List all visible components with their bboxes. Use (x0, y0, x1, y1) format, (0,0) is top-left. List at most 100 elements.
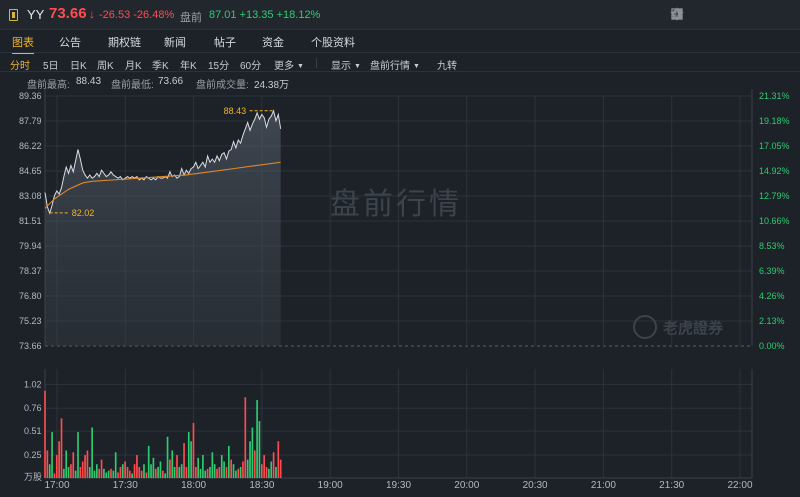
volume-bar (74, 470, 77, 478)
percent-tick-label: 14.92% (759, 166, 790, 176)
volume-bar (275, 466, 277, 478)
tab-options-chain[interactable]: 期权链 (108, 37, 141, 49)
volume-bar (103, 468, 105, 478)
volume-bar (93, 470, 96, 478)
percent-tick-label: 8.53% (759, 241, 785, 251)
period-quarterly-k[interactable]: 季K (152, 61, 169, 72)
price-line (44, 109, 282, 215)
premarket-quote-dropdown[interactable]: 盘前行情 ▼ (370, 61, 420, 72)
volume-bar (206, 468, 209, 478)
volume-bar (277, 441, 280, 478)
price-tick-label: 73.66 (19, 341, 42, 351)
stock-symbol: YY (27, 7, 45, 22)
caret-down-icon: ▼ (297, 63, 304, 70)
price-tick-label: 76.80 (19, 291, 42, 301)
percent-tick-label: 17.05% (759, 141, 790, 151)
more-periods-dropdown[interactable]: 更多 ▼ (274, 61, 304, 72)
period-yearly-k[interactable]: 年K (180, 61, 197, 72)
percent-tick-label: 21.31% (759, 91, 790, 101)
star-icon[interactable] (670, 7, 765, 21)
volume-bar (133, 464, 136, 478)
volume-bar (256, 399, 258, 478)
volume-bar (249, 441, 251, 478)
volume-bar (140, 470, 143, 478)
volume-bar (107, 470, 110, 478)
volume-bar (119, 466, 122, 478)
panel-icon[interactable] (671, 7, 792, 21)
volume-bar (65, 450, 68, 478)
volume-bar (162, 470, 164, 478)
period-weekly-k[interactable]: 周K (97, 61, 114, 72)
percent-tick-label: 6.39% (759, 266, 785, 276)
volume-bar (211, 452, 214, 478)
volume-bar (279, 459, 282, 478)
volume-bar (251, 427, 254, 478)
tab-posts[interactable]: 帖子 (214, 37, 236, 49)
volume-bar (157, 466, 159, 478)
tab-chart[interactable]: 图表 (12, 34, 34, 54)
volume-unit: 万股 (24, 472, 43, 482)
price-chart[interactable]: 89.36 21.31% 87.79 19.18% 86.22 17.05% 84.65 14… (0, 89, 800, 351)
percent-tick-label: 4.26% (759, 291, 785, 301)
tab-company-profile[interactable]: 个股资料 (311, 37, 355, 49)
period-monthly-k[interactable]: 月K (125, 61, 142, 72)
volume-bar (237, 468, 240, 478)
volume-bar (164, 473, 167, 478)
grid-icon[interactable] (671, 7, 738, 21)
volume-bar (178, 466, 181, 478)
volume-bar (44, 390, 46, 478)
price-area-fill (45, 110, 281, 346)
price-tick-label: 84.65 (19, 166, 42, 176)
volume-chart[interactable]: 1.02 0.76 0.51 0.25 17:00 17:30 18:00 18:30 19:0… (0, 367, 800, 491)
volume-bar (187, 432, 190, 478)
volume-bar (67, 466, 70, 478)
period-5d[interactable]: 5日 (43, 61, 59, 72)
percent-tick-label: 0.00% (759, 341, 785, 351)
tab-news[interactable]: 新闻 (164, 37, 186, 49)
time-tick-label: 19:30 (386, 480, 411, 491)
tab-capital[interactable]: 资金 (262, 37, 284, 49)
caret-down-icon: ▼ (413, 63, 420, 70)
volume-bar (51, 432, 53, 478)
volume-bar (96, 464, 98, 478)
price-change: -26.53 -26.48% (99, 9, 175, 21)
time-tick-label: 19:00 (318, 480, 343, 491)
time-tick-label: 22:00 (727, 480, 752, 491)
volume-bar (159, 461, 162, 478)
volume-bar (225, 466, 228, 478)
nine-turn-toggle[interactable]: 九转 (437, 61, 457, 72)
bell-icon[interactable] (671, 7, 711, 21)
volume-bar (195, 466, 197, 478)
volume-bar (185, 466, 188, 478)
volume-bar (114, 452, 117, 478)
average-price-line (44, 161, 281, 209)
volume-bar (77, 432, 79, 478)
period-selector: 分时 5日 日K 周K 月K 季K 年K 15分 60分 更多 ▼ 显示 ▼ 盘前行… (0, 52, 800, 72)
volume-bar (131, 473, 134, 478)
percent-tick-label: 10.66% (759, 216, 790, 226)
volume-bar (143, 464, 145, 478)
volume-bar (197, 457, 200, 478)
volume-bar (190, 441, 192, 478)
price-tick-label: 75.23 (19, 316, 42, 326)
price-tick-label: 79.94 (19, 241, 42, 251)
volume-bar (183, 443, 185, 478)
period-15min[interactable]: 15分 (208, 61, 230, 72)
period-intraday[interactable]: 分时 (10, 61, 30, 72)
period-daily-k[interactable]: 日K (70, 61, 87, 72)
volume-bar (55, 455, 58, 478)
volume-bar (124, 461, 126, 478)
volume-bar (239, 466, 242, 478)
volume-bar (258, 421, 261, 478)
time-tick-label: 20:30 (523, 480, 548, 491)
volume-bar (176, 455, 178, 478)
low-value: 73.66 (158, 76, 184, 87)
display-dropdown[interactable]: 显示 ▼ (331, 61, 361, 72)
volume-bar (88, 466, 91, 478)
broker-logo: 老虎證券 (633, 315, 723, 339)
volume-value: 24.38万 (254, 80, 290, 91)
tab-announcements[interactable]: 公告 (59, 37, 81, 49)
percent-tick-label: 19.18% (759, 116, 790, 126)
volume-bar (136, 455, 138, 478)
period-60min[interactable]: 60分 (240, 61, 262, 72)
